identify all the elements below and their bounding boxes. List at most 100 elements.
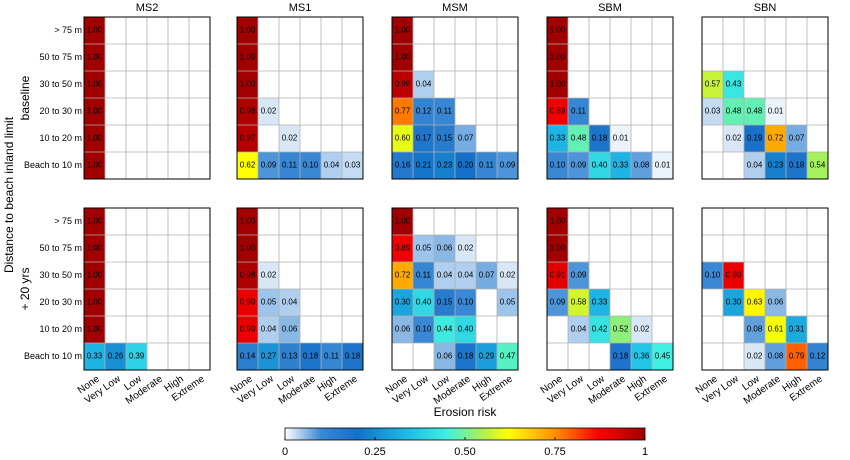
cell-label: 0.89 [395, 244, 411, 253]
heat-cell [413, 316, 434, 343]
heat-cell [497, 343, 518, 370]
heat-cell [547, 289, 568, 316]
cell-label: 0.06 [768, 298, 784, 307]
heat-cell [392, 316, 413, 343]
heat-cell [300, 152, 321, 179]
heat-cell [342, 343, 363, 370]
heat-cell [392, 125, 413, 152]
heat-cell [279, 343, 300, 370]
cell-label: 0.48 [571, 134, 587, 143]
heat-cell [392, 71, 413, 98]
heat-cell [744, 316, 765, 343]
heat-cell [476, 262, 497, 289]
cell-label: 0.05 [500, 298, 516, 307]
heat-cell [392, 208, 413, 235]
heat-cell [279, 152, 300, 179]
heat-cell [84, 208, 105, 235]
heat-cell [434, 289, 455, 316]
panel-title: MS1 [289, 2, 312, 14]
cell-label: 0.02 [747, 352, 763, 361]
cell-label: 0.02 [458, 244, 474, 253]
cell-label: 1.00 [87, 107, 103, 116]
heat-cell [547, 44, 568, 71]
heat-cell [455, 343, 476, 370]
cell-label: 0.06 [437, 352, 453, 361]
heat-cell [568, 98, 589, 125]
heat-cell [455, 125, 476, 152]
cell-label: 0.07 [789, 134, 805, 143]
cell-label: 0.43 [726, 80, 742, 89]
cell-label: 1.00 [87, 80, 103, 89]
heat-cell [744, 343, 765, 370]
cell-label: 0.52 [613, 325, 629, 334]
cell-label: 0.02 [726, 134, 742, 143]
cell-label: 0.33 [592, 298, 608, 307]
heat-cell [342, 152, 363, 179]
cell-label: 0.02 [261, 107, 277, 116]
heat-cell [258, 262, 279, 289]
cell-label: 1.00 [240, 53, 256, 62]
heat-cell [497, 262, 518, 289]
cell-label: 0.10 [550, 161, 566, 170]
heat-cell [589, 316, 610, 343]
cell-label: 0.60 [395, 134, 411, 143]
cell-label: 0.33 [550, 134, 566, 143]
cell-label: 0.20 [458, 161, 474, 170]
heat-cell [568, 125, 589, 152]
cell-label: 0.01 [613, 134, 629, 143]
heat-cell [84, 125, 105, 152]
cell-label: 0.02 [500, 271, 516, 280]
heat-cell [237, 289, 258, 316]
cell-label: 1.00 [240, 217, 256, 226]
heat-cell [413, 71, 434, 98]
heat-cell [237, 125, 258, 152]
heat-cell [237, 71, 258, 98]
heat-cell [476, 152, 497, 179]
cell-label: 0.01 [655, 161, 671, 170]
cell-label: 0.13 [282, 352, 298, 361]
cell-label: 0.01 [768, 107, 784, 116]
cell-label: 0.61 [768, 325, 784, 334]
heat-cell [413, 235, 434, 262]
cell-label: 0.10 [416, 325, 432, 334]
heat-cell [84, 235, 105, 262]
cell-label: 0.33 [613, 161, 629, 170]
cell-label: 0.11 [324, 352, 340, 361]
heat-cell [434, 343, 455, 370]
heat-cell [413, 262, 434, 289]
y-tick-label: 30 to 50 m [39, 270, 82, 280]
cell-label: 0.08 [634, 161, 650, 170]
heat-cell [84, 316, 105, 343]
heat-cell [765, 343, 786, 370]
heat-cell [631, 343, 652, 370]
colorbar-tick-label: 1 [642, 446, 648, 458]
heat-cell [392, 98, 413, 125]
heat-cell [258, 289, 279, 316]
cell-label: 0.11 [416, 271, 432, 280]
cell-label: 0.40 [592, 161, 608, 170]
heat-cell [455, 235, 476, 262]
cell-label: 0.90 [726, 271, 742, 280]
cell-label: 1.00 [550, 244, 566, 253]
heat-cell [723, 262, 744, 289]
heat-cell [807, 343, 828, 370]
heat-cell [434, 262, 455, 289]
heat-cell [702, 262, 723, 289]
heat-cell [84, 289, 105, 316]
heat-cell [568, 262, 589, 289]
colorbar-tick-label: 0.50 [454, 446, 475, 458]
heat-cell [321, 343, 342, 370]
cell-label: 0.15 [437, 298, 453, 307]
heat-cell [547, 235, 568, 262]
cell-label: 0.29 [479, 352, 495, 361]
heat-cell [589, 152, 610, 179]
cell-label: 1.00 [240, 26, 256, 35]
heat-cell [568, 316, 589, 343]
y-tick-label: 10 to 20 m [39, 133, 82, 143]
heat-cell [279, 125, 300, 152]
colorbar-tick-label: 0.25 [364, 446, 385, 458]
heat-cell [84, 152, 105, 179]
cell-label: 0.11 [479, 161, 495, 170]
cell-label: 0.62 [240, 161, 256, 170]
y-tick-label: 20 to 30 m [39, 106, 82, 116]
